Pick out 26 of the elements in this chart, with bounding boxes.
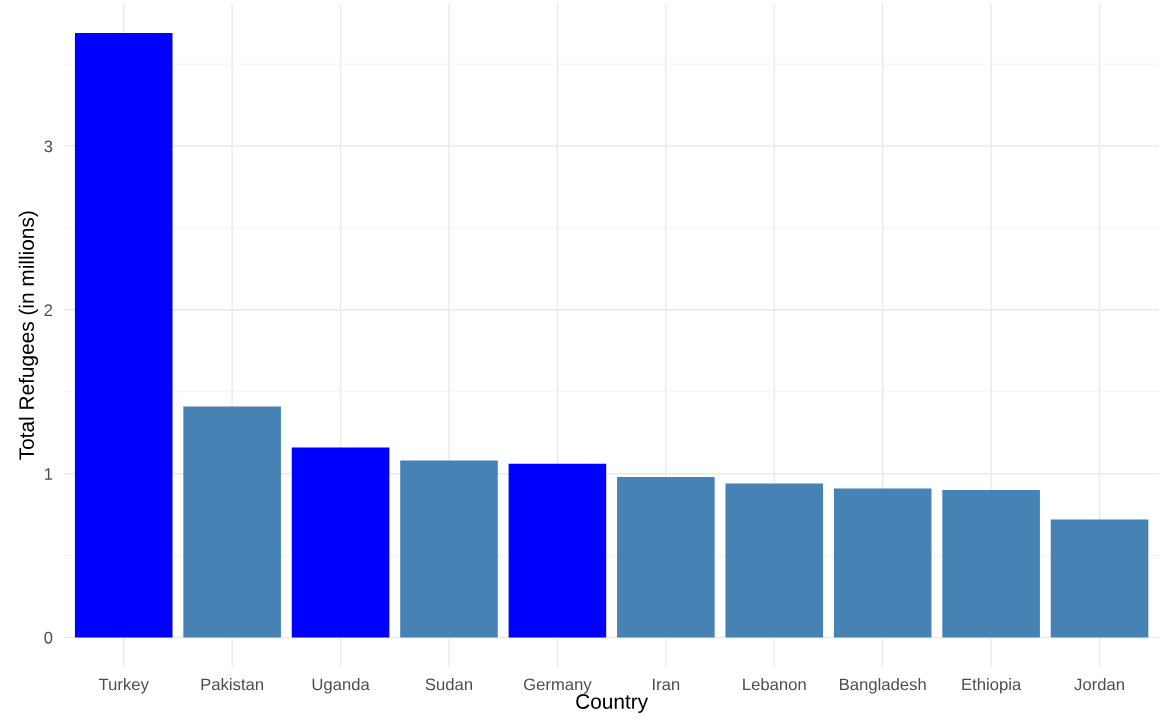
bar	[291, 447, 390, 638]
x-tick-label: Sudan	[425, 678, 472, 691]
y-tick-label: 1	[44, 468, 53, 480]
bar	[833, 488, 932, 638]
x-tick-label: Ethiopia	[962, 678, 1022, 694]
y-tick-label: 3	[44, 140, 53, 153]
bar	[942, 490, 1040, 638]
x-tick-label: Turkey	[98, 678, 149, 694]
y-tick-label: 2	[44, 304, 53, 316]
x-tick-label: Pakistan	[201, 678, 264, 691]
bar	[725, 483, 824, 638]
bar	[400, 460, 498, 638]
bar	[617, 476, 715, 638]
x-axis-title: Country	[576, 694, 649, 713]
x-tick-label: Jordan	[1074, 678, 1124, 691]
bar	[1050, 519, 1149, 638]
bar	[183, 406, 281, 638]
y-tick-label: 0	[44, 631, 53, 644]
y-axis-title: Total Refugees (in millions)	[18, 211, 39, 460]
x-tick-label: Uganda	[312, 678, 370, 694]
x-tick-label: Germany	[523, 678, 592, 694]
bar	[508, 463, 607, 638]
x-tick-label: Lebanon	[743, 678, 806, 691]
x-tick-label: Bangladesh	[840, 678, 926, 694]
x-tick-label: Iran	[653, 678, 680, 691]
bar	[74, 33, 173, 638]
